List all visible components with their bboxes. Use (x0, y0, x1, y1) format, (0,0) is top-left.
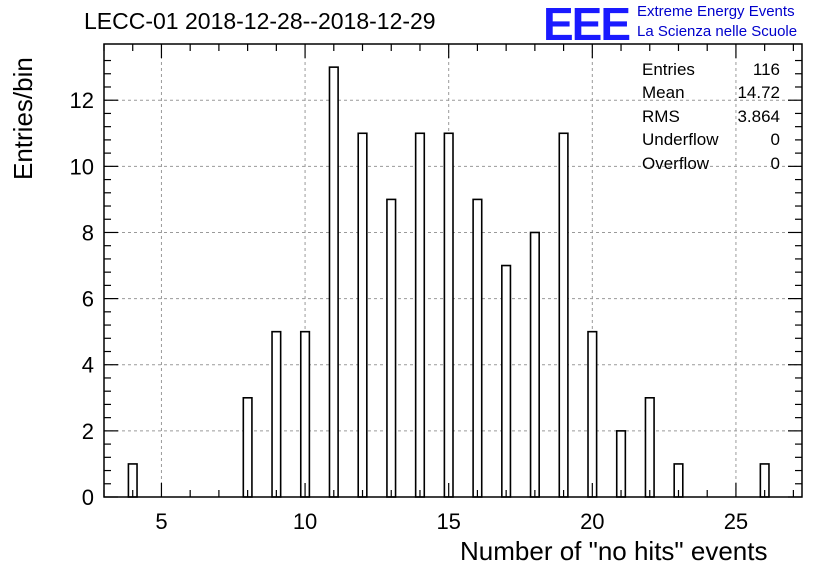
x-tick-label: 25 (724, 509, 748, 534)
y-tick-label: 2 (82, 419, 94, 444)
histogram-bar (357, 132, 368, 498)
histogram-bar (472, 198, 483, 498)
logo-line-1: Extreme Energy Events (637, 3, 795, 20)
stat-value: 116 (752, 60, 780, 79)
y-tick-label: 12 (70, 88, 94, 113)
x-axis-label: Number of "no hits" events (460, 536, 768, 566)
stat-label: RMS (642, 106, 680, 126)
y-tick-label: 10 (70, 154, 94, 179)
stat-value: 0 (770, 130, 780, 150)
stat-row-mean: Mean 14.72 (642, 81, 780, 104)
stat-row-overflow: Overflow 0 (642, 152, 780, 175)
histogram-bar (501, 264, 512, 498)
eee-logo: EEE (543, 0, 631, 50)
axis-tick-labels: 5 10 15 20 25 0 2 4 6 8 10 12 (70, 88, 749, 534)
y-axis-label: Entries/bin (8, 57, 38, 180)
x-tick-label: 20 (580, 509, 604, 534)
stat-label: Underflow (642, 130, 719, 150)
plot-frame (103, 43, 803, 498)
stat-row-entries: Entries 116 (642, 58, 780, 81)
histogram-bar (299, 330, 311, 498)
stat-value: 0 (770, 153, 780, 173)
histogram-bar (529, 231, 540, 498)
histogram-bar (587, 330, 598, 498)
stat-row-rms: RMS 3.864 (642, 105, 780, 128)
y-tick-label: 8 (82, 220, 94, 245)
y-tick-label: 4 (82, 353, 94, 378)
histogram-bar (615, 430, 627, 498)
stat-row-underflow: Underflow 0 (642, 128, 780, 151)
stat-value: 14.72 (737, 83, 780, 103)
histogram-bar (443, 132, 454, 498)
histogram-bar (271, 330, 282, 498)
histogram-bar (558, 132, 569, 498)
y-tick-label: 0 (82, 485, 94, 510)
histogram-bar (414, 132, 426, 498)
histogram-bar (242, 397, 253, 498)
stats-box: Entries 116 Mean 14.72 RMS 3.864 Underflow 0… (642, 58, 780, 175)
logo-line-2: La Scienza nelle Scuole (637, 23, 798, 40)
axis-ticks (103, 44, 802, 498)
x-tick-label: 5 (155, 509, 167, 534)
histogram-bar (644, 397, 655, 498)
stat-value: 3.864 (737, 106, 780, 126)
chart-title: LECC-01 2018-12-28--2018-12-29 (84, 8, 436, 34)
histogram-bar (328, 66, 339, 498)
histogram-bar (386, 198, 397, 498)
stat-label: Entries (642, 60, 695, 79)
stat-label: Overflow (642, 153, 710, 173)
y-tick-label: 6 (82, 287, 94, 312)
x-tick-label: 10 (293, 509, 317, 534)
x-tick-label: 15 (436, 509, 460, 534)
stat-label: Mean (642, 83, 685, 103)
